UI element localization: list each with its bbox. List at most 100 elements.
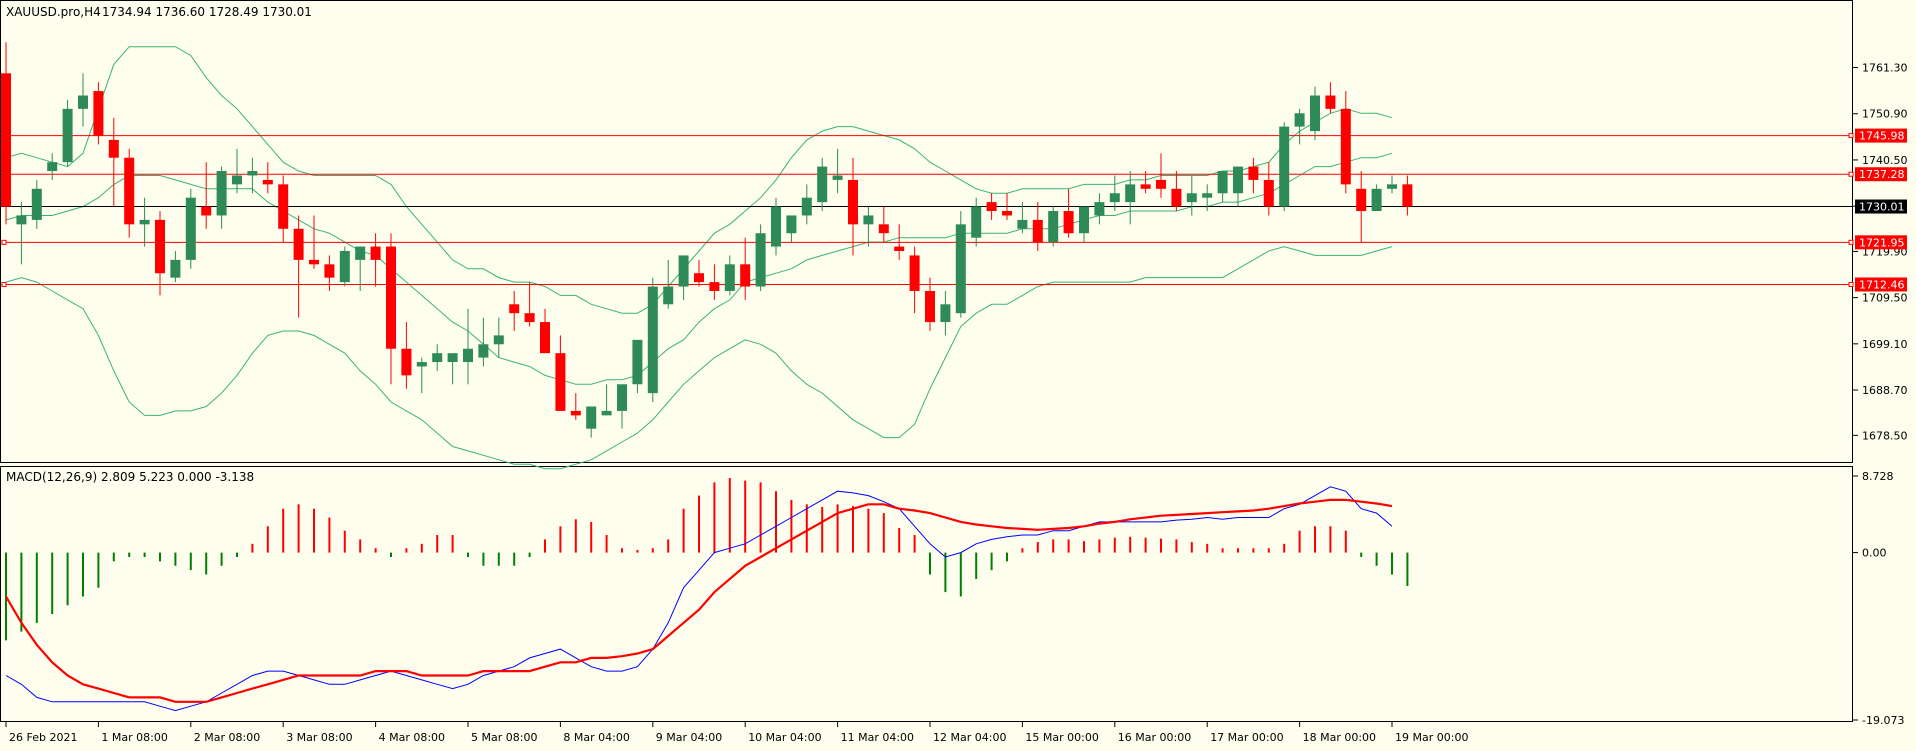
candle-body-bull — [586, 406, 597, 429]
time-axis-label: 5 Mar 08:00 — [471, 731, 537, 744]
price-panel[interactable]: XAUUSD.pro,H4 1734.94 1736.60 1728.49 17… — [0, 0, 1853, 463]
level-price-label: 1745.98 — [1859, 130, 1905, 143]
candle-body-bull — [817, 166, 828, 203]
candle-body-bear — [401, 348, 412, 376]
level-line-anchor — [1848, 133, 1854, 139]
candle-body-bear — [278, 184, 289, 229]
candle-body-bull — [247, 171, 258, 176]
candle-body-bull — [1125, 184, 1136, 203]
level-line-anchor — [1848, 281, 1854, 287]
candle-body-bear — [570, 410, 581, 416]
candle-body-bull — [786, 215, 797, 234]
candle-body-bear — [1356, 188, 1367, 212]
candle-body-bull — [1233, 166, 1243, 194]
candle-body-bull — [647, 286, 658, 394]
candle-body-bull — [1294, 113, 1305, 127]
time-axis-label: 15 Mar 00:00 — [1025, 731, 1098, 744]
candle-body-bull — [1094, 202, 1105, 216]
candle-body-bear — [124, 157, 135, 225]
level-line-anchor — [1848, 171, 1854, 177]
candle-body-bull — [1387, 184, 1397, 189]
candle-body-bear — [709, 282, 720, 291]
time-axis-label: 11 Mar 04:00 — [841, 731, 914, 744]
candle-body-bull — [232, 175, 242, 185]
candle-body-bear — [555, 353, 566, 411]
macd-panel[interactable]: MACD(12,26,9) 2.809 5.223 0.000 -3.138 — [0, 466, 1853, 722]
time-axis-label: 17 Mar 00:00 — [1210, 731, 1283, 744]
ohlc-readout: 1734.94 1736.60 1728.49 1730.01 — [102, 5, 312, 19]
level-price-tag — [1855, 277, 1907, 292]
candle-body-bear — [1402, 184, 1413, 207]
candle-body-bear — [1032, 219, 1043, 243]
time-axis-label: 12 Mar 04:00 — [933, 731, 1006, 744]
macd-axis-label: 0.00 — [1862, 547, 1887, 560]
candle-body-bull — [832, 175, 843, 180]
level-line-anchor — [1, 239, 7, 245]
price-panel-border — [0, 0, 1853, 463]
time-axis-label: 4 Mar 08:00 — [379, 731, 445, 744]
candle-body-bull — [601, 410, 612, 416]
candle-body-bull — [185, 197, 196, 260]
candle-body-bear — [93, 91, 104, 136]
candle-body-bull — [1202, 193, 1213, 198]
macd-axis-label: -19.073 — [1862, 714, 1904, 727]
candle-body-bull — [47, 162, 58, 172]
price-axis-label: 1761.30 — [1862, 62, 1908, 75]
candle-body-bull — [663, 286, 674, 305]
candle-body-bear — [1063, 211, 1074, 234]
candle-body-bear — [370, 246, 381, 260]
candle-body-bear — [1325, 95, 1336, 109]
time-axis-label: 2 Mar 08:00 — [194, 731, 260, 744]
candle-body-bear — [1340, 108, 1351, 185]
candle-body-bear — [293, 228, 304, 260]
macd-header-label: MACD(12,26,9) 2.809 5.223 0.000 -3.138 — [6, 470, 254, 484]
candle-body-bull — [62, 108, 73, 163]
candle-body-bear — [848, 179, 858, 225]
price-axis-label: 1678.50 — [1862, 429, 1908, 442]
price-axis-label: 1740.50 — [1862, 154, 1908, 167]
candle-body-bear — [1248, 166, 1259, 180]
time-axis-label: 8 Mar 04:00 — [563, 731, 629, 744]
candle-body-bear — [894, 246, 905, 251]
candle-body-bull — [755, 233, 766, 287]
candle-body-bear — [986, 202, 997, 212]
candle-body-bull — [678, 255, 689, 287]
candle-body-bull — [1186, 193, 1197, 203]
price-axis-label: 1699.10 — [1862, 338, 1908, 351]
candle-body-bear — [740, 264, 751, 287]
candle-body-bear — [540, 322, 550, 354]
candle-body-bear — [309, 259, 319, 265]
time-axis-label: 19 Mar 00:00 — [1395, 731, 1468, 744]
candle-body-bear — [694, 273, 704, 283]
candle-body-bear — [262, 179, 273, 185]
candle-body-bull — [339, 250, 350, 283]
candle-body-bear — [1140, 184, 1151, 189]
symbol-timeframe-label: XAUUSD.pro,H4 — [6, 5, 101, 19]
candle-body-bull — [771, 206, 781, 247]
candle-body-bull — [478, 344, 489, 358]
level-price-tag — [1855, 167, 1907, 182]
time-axis-label: 3 Mar 08:00 — [286, 731, 352, 744]
candle-body-bear — [509, 304, 520, 314]
level-price-label: 1721.95 — [1859, 236, 1905, 249]
candle-body-bull — [971, 206, 982, 238]
time-axis-label: 10 Mar 04:00 — [748, 731, 821, 744]
price-axis-label: 1688.70 — [1862, 384, 1908, 397]
candle-body-bear — [201, 206, 212, 216]
candle-body-bull — [617, 384, 627, 411]
level-line-anchor — [1848, 239, 1854, 245]
candle-body-bull — [416, 362, 427, 367]
candle-body-bear — [386, 246, 396, 349]
price-axis-label: 1750.90 — [1862, 108, 1908, 121]
macd-axis-label: 8.728 — [1862, 470, 1894, 483]
candle-body-bull — [632, 339, 643, 385]
candle-body-bull — [493, 335, 504, 345]
candle-body-bear — [1263, 179, 1274, 207]
candle-body-bull — [1017, 219, 1028, 229]
candle-body-bull — [1371, 188, 1382, 212]
candle-body-bear — [108, 139, 119, 158]
candle-body-bull — [447, 353, 458, 363]
